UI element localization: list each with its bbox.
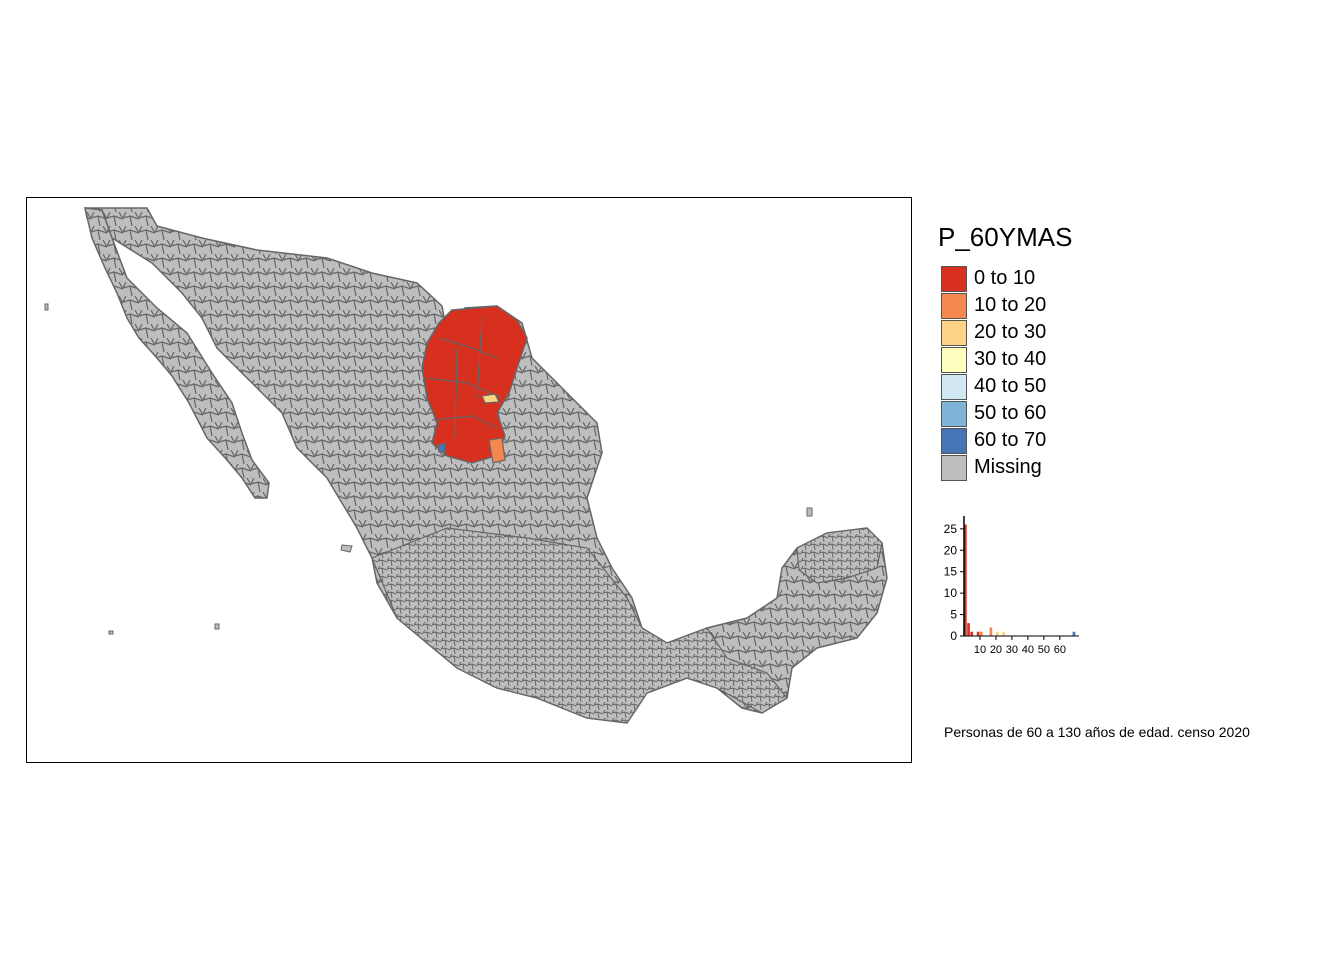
region-0-to-10 [421,305,528,464]
histogram-bar [976,631,980,636]
histogram-bar [995,631,999,636]
map-caption: Personas de 60 a 130 años de edad. censo… [944,724,1250,740]
island [44,303,49,311]
histogram-bar [967,623,970,636]
histogram-bar [1072,631,1076,636]
histogram-y-tick-label: 5 [950,608,957,622]
legend-title: P_60YMAS [938,222,1073,252]
island [806,507,813,517]
histogram-bar [970,631,974,636]
histogram-y-tick-label: 10 [944,586,958,600]
histogram-y-tick-label: 0 [950,629,957,643]
histogram-y-tick-label: 25 [944,522,958,536]
histogram-y-tick-label: 15 [944,565,958,579]
legend-item: 40 to 50 [941,373,1046,400]
legend-item: 10 to 20 [941,292,1046,319]
legend-item: 50 to 60 [941,400,1046,427]
region-borders [426,317,503,439]
island [108,630,114,635]
histogram: 0 5 10 15 20 25 10 20 30 40 50 60 [944,516,1079,656]
legend-label: 30 to 40 [974,348,1047,370]
legend-item: 0 to 10 [941,265,1035,292]
histogram-y-tick-label: 20 [944,543,958,557]
legend-label: 50 to 60 [974,402,1047,424]
central-south-region [371,527,788,724]
legend-label: 60 to 70 [974,429,1047,451]
legend-swatch [941,346,967,373]
histogram-bar [989,627,993,636]
legend-swatch [941,373,967,400]
island [214,623,220,630]
baja-california [84,207,270,499]
mexico-municipalities-map [44,207,888,724]
region-20-to-30 [481,393,500,404]
histogram-x-tick-label: 30 [1006,644,1018,656]
legend-swatch [941,454,967,481]
histogram-x-tick-label: 50 [1038,644,1050,656]
histogram-x-tick-label: 40 [1022,644,1034,656]
region-10-to-20 [488,437,506,464]
legend-swatch [941,427,967,454]
legend-swatch [941,265,967,292]
map-panel [26,197,912,763]
histogram-x-tick-label: 10 [974,644,986,656]
legend-label: Missing [974,456,1042,478]
histogram-x-tick-label: 20 [990,644,1002,656]
legend-label: 20 to 30 [974,321,1047,343]
histogram-bar [979,631,983,636]
legend-label: 0 to 10 [974,267,1036,289]
island [340,544,353,553]
yucatan-region [796,527,883,584]
legend-item: Missing [941,454,1042,481]
legend-swatch [941,292,967,319]
histogram-x-tick-label: 60 [1054,644,1066,656]
legend-swatch [941,319,967,346]
legend-item: 20 to 30 [941,319,1046,346]
legend-label: 40 to 50 [974,375,1047,397]
legend-item: 60 to 70 [941,427,1046,454]
legend-label: 10 to 20 [974,294,1047,316]
histogram-bar [1002,631,1006,636]
region-60-to-70 [437,442,446,453]
histogram-bar [964,524,967,636]
legend-swatch [941,400,967,427]
legend-item: 30 to 40 [941,346,1046,373]
